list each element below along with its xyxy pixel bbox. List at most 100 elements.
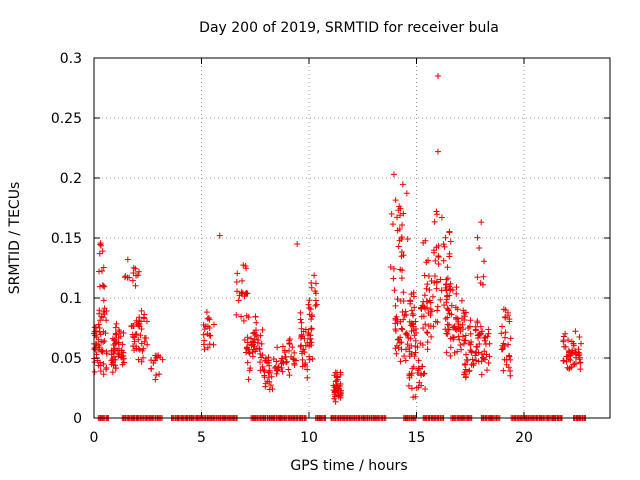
data-point <box>392 316 399 323</box>
data-point <box>424 304 431 311</box>
data-point <box>259 363 266 370</box>
data-point <box>388 211 395 218</box>
data-point <box>91 368 98 375</box>
data-point <box>250 330 257 337</box>
data-point <box>260 366 267 373</box>
data-point <box>253 327 260 334</box>
data-point <box>455 318 462 325</box>
data-point <box>99 248 106 255</box>
data-point <box>261 374 268 381</box>
data-point <box>285 366 292 373</box>
data-point <box>142 335 149 342</box>
data-point <box>396 226 403 233</box>
data-point <box>453 290 460 297</box>
data-point <box>332 369 339 376</box>
data-point <box>137 318 144 325</box>
data-point <box>458 297 465 304</box>
data-point <box>300 346 307 353</box>
data-point <box>402 357 409 364</box>
data-point <box>446 322 453 329</box>
data-point <box>474 274 481 281</box>
data-point <box>140 345 147 352</box>
data-point <box>408 320 415 327</box>
data-point <box>312 280 319 287</box>
data-point <box>507 335 514 342</box>
data-point <box>313 301 320 308</box>
data-point <box>414 369 421 376</box>
data-point <box>159 356 166 363</box>
data-point <box>501 356 508 363</box>
data-point <box>408 291 415 298</box>
data-point <box>443 349 450 356</box>
data-point <box>130 343 137 350</box>
data-point <box>393 350 400 357</box>
data-point <box>461 313 468 320</box>
data-point <box>443 296 450 303</box>
data-point <box>135 268 142 275</box>
data-point <box>266 378 273 385</box>
data-point <box>453 284 460 291</box>
data-point <box>425 257 432 264</box>
data-point <box>297 343 304 350</box>
data-point <box>233 279 240 286</box>
data-point <box>202 323 209 330</box>
data-point <box>286 340 293 347</box>
data-point <box>298 325 305 332</box>
data-point <box>507 356 514 363</box>
data-point <box>461 369 468 376</box>
tick-labels: 0 5 10 15 20 0 0.05 0.1 0.15 0.2 0.25 0.3 <box>51 51 533 446</box>
data-point <box>92 344 99 351</box>
data-point <box>101 305 108 312</box>
data-point <box>337 387 344 394</box>
data-point <box>457 341 464 348</box>
data-point <box>132 331 139 338</box>
data-point <box>305 301 312 308</box>
data-point <box>294 241 301 247</box>
data-point <box>467 317 474 324</box>
data-point <box>481 334 488 341</box>
data-point <box>143 318 150 325</box>
data-point <box>420 239 427 246</box>
data-point <box>245 376 252 383</box>
data-point <box>506 318 513 325</box>
data-point <box>111 346 118 353</box>
data-point <box>421 370 428 377</box>
data-point <box>236 292 243 299</box>
data-point <box>472 352 479 359</box>
data-point <box>250 339 257 346</box>
data-point <box>447 344 454 351</box>
data-point <box>130 270 137 277</box>
data-point <box>253 319 260 326</box>
data-point <box>474 319 481 326</box>
data-point <box>399 308 406 315</box>
data-point <box>505 309 512 316</box>
data-point <box>434 303 441 310</box>
data-point <box>309 355 316 362</box>
data-point <box>572 354 579 361</box>
data-point <box>433 211 440 218</box>
x-tick-label: 15 <box>408 430 426 446</box>
data-point <box>98 268 105 275</box>
data-point <box>420 325 427 332</box>
data-point <box>463 356 470 363</box>
data-point <box>119 353 126 360</box>
data-point <box>451 323 458 330</box>
data-point <box>204 344 211 351</box>
data-point <box>113 320 120 327</box>
data-point <box>454 306 461 313</box>
data-point <box>304 366 311 373</box>
chart-title: Day 200 of 2019, SRMTID for receiver bul… <box>199 20 499 36</box>
data-point <box>403 190 410 197</box>
data-point <box>566 364 573 371</box>
data-point <box>110 356 117 363</box>
data-point <box>421 272 428 279</box>
data-point <box>100 282 107 289</box>
data-point <box>387 264 394 271</box>
data-point <box>286 372 293 379</box>
data-point <box>428 333 435 340</box>
data-point <box>503 361 510 368</box>
data-point <box>259 352 266 359</box>
data-point <box>112 324 119 331</box>
data-point <box>577 359 584 366</box>
data-point <box>565 347 572 354</box>
